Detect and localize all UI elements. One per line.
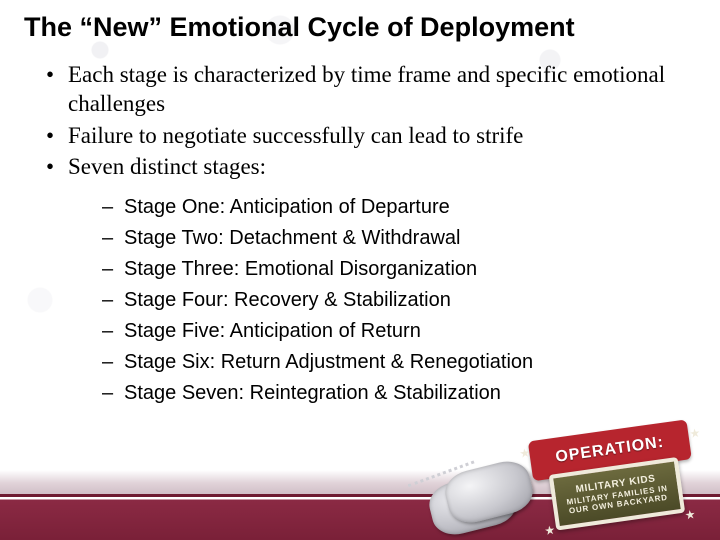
sub-bullet-item: Stage Four: Recovery & Stabilization (68, 287, 680, 314)
sub-bullet-text: Stage Six: Return Adjustment & Renegotia… (124, 351, 533, 373)
sub-bullet-item: Stage Three: Emotional Disorganization (68, 256, 680, 283)
bullet-text: Seven distinct stages: (68, 154, 266, 179)
bullet-text: Each stage is characterized by time fram… (68, 62, 665, 116)
operation-badge: OPERATION: MILITARY KIDS MILITARY FAMILI… (513, 413, 714, 540)
star-icon: ★ (689, 426, 702, 441)
sub-bullet-text: Stage Two: Detachment & Withdrawal (124, 227, 460, 249)
sub-bullet-item: Stage Five: Anticipation of Return (68, 318, 680, 345)
sub-bullet-item: Stage Two: Detachment & Withdrawal (68, 225, 680, 252)
sub-bullet-text: Stage Four: Recovery & Stabilization (124, 289, 451, 311)
sub-bullet-list: Stage One: Anticipation of Departure Sta… (68, 194, 680, 407)
star-icon: ★ (543, 523, 556, 538)
sub-bullet-text: Stage One: Anticipation of Departure (124, 196, 450, 218)
slide-title: The “New” Emotional Cycle of Deployment (24, 12, 696, 43)
sub-bullet-item: Stage One: Anticipation of Departure (68, 194, 680, 221)
slide-content: Each stage is characterized by time fram… (40, 60, 680, 411)
bullet-text: Failure to negotiate successfully can le… (68, 123, 523, 148)
bullet-item: Seven distinct stages: Stage One: Antici… (40, 152, 680, 406)
slide: The “New” Emotional Cycle of Deployment … (0, 0, 720, 540)
sub-bullet-item: Stage Six: Return Adjustment & Renegotia… (68, 349, 680, 376)
sub-bullet-item: Stage Seven: Reintegration & Stabilizati… (68, 380, 680, 407)
sub-bullet-text: Stage Seven: Reintegration & Stabilizati… (124, 382, 501, 404)
sub-bullet-text: Stage Three: Emotional Disorganization (124, 258, 477, 280)
bullet-item: Failure to negotiate successfully can le… (40, 121, 680, 150)
bullet-item: Each stage is characterized by time fram… (40, 60, 680, 119)
sub-bullet-text: Stage Five: Anticipation of Return (124, 320, 421, 342)
bullet-list: Each stage is characterized by time fram… (40, 60, 680, 407)
star-icon: ★ (684, 507, 697, 522)
star-icon: ★ (518, 445, 531, 460)
